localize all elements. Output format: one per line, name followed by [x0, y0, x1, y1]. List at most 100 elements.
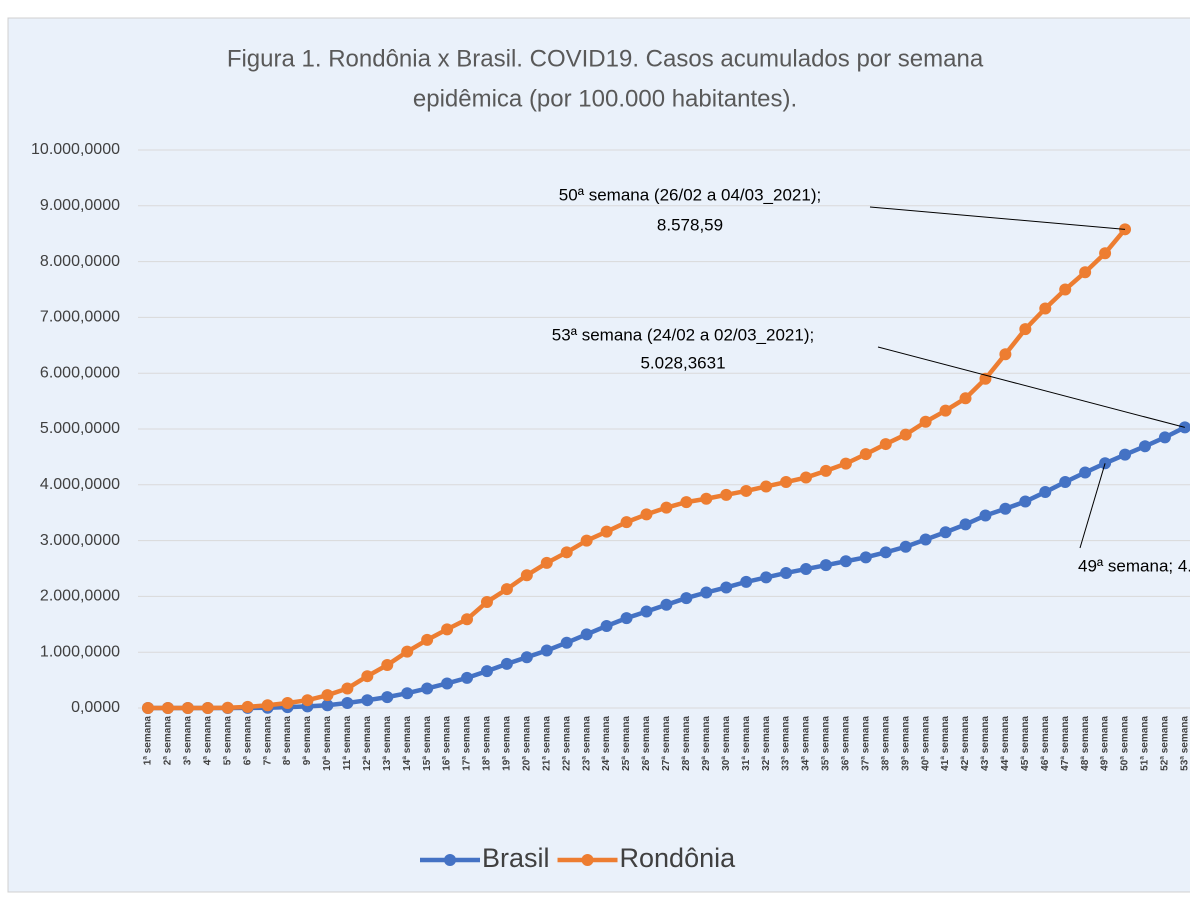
x-tick-label: 24ª semana	[601, 716, 612, 771]
point	[1039, 486, 1052, 499]
x-tick-label: 30ª semana	[721, 716, 732, 771]
point	[700, 492, 713, 505]
x-tick-label: 22ª semana	[561, 716, 572, 771]
y-tick-label: 4.000,0000	[40, 476, 120, 493]
point	[441, 677, 454, 690]
x-tick-label: 16ª semana	[442, 716, 453, 771]
point	[740, 484, 753, 497]
point	[1138, 440, 1151, 453]
point	[301, 694, 314, 707]
point	[999, 502, 1012, 515]
x-tick-label: 39ª semana	[900, 716, 911, 771]
point	[879, 546, 892, 559]
point	[1079, 266, 1092, 279]
y-tick-label: 1.000,0000	[40, 643, 120, 660]
x-tick-label: 38ª semana	[880, 716, 891, 771]
x-tick-label: 6ª semana	[242, 716, 253, 766]
point	[760, 480, 773, 493]
point	[720, 581, 733, 594]
point	[461, 671, 474, 684]
x-tick-label: 13ª semana	[382, 716, 393, 771]
x-tick-label: 4ª semana	[202, 716, 213, 766]
point	[859, 448, 872, 461]
legend-label: Rondônia	[620, 843, 737, 873]
point	[780, 566, 793, 579]
point	[680, 592, 693, 605]
x-tick-label: 23ª semana	[581, 716, 592, 771]
point	[401, 687, 414, 700]
x-tick-label: 21ª semana	[541, 716, 552, 771]
point	[879, 438, 892, 451]
point	[201, 702, 214, 714]
point	[1158, 431, 1171, 444]
point	[1099, 247, 1112, 260]
y-tick-label: 5.000,0000	[40, 420, 120, 437]
annotation-text: 53ª semana (24/02 a 02/03_2021);	[552, 325, 814, 344]
point	[620, 516, 633, 529]
chart-title: epidêmica (por 100.000 habitantes).	[413, 85, 797, 112]
x-tick-label: 32ª semana	[761, 716, 772, 771]
point	[1079, 466, 1092, 479]
annotation-leader	[877, 346, 1185, 428]
point	[341, 696, 354, 709]
point	[660, 501, 673, 514]
x-tick-label: 25ª semana	[621, 716, 632, 771]
x-tick-label: 45ª semana	[1020, 716, 1031, 771]
x-tick-label: 51ª semana	[1140, 716, 1151, 771]
y-tick-label: 10.000,0000	[31, 141, 120, 158]
point	[780, 476, 793, 489]
point	[580, 534, 593, 547]
point	[281, 696, 294, 709]
point	[241, 700, 254, 713]
x-tick-label: 7ª semana	[262, 716, 273, 766]
x-tick-label: 15ª semana	[422, 716, 433, 771]
point	[181, 702, 194, 714]
point	[540, 556, 553, 569]
point	[141, 702, 154, 714]
point	[480, 665, 493, 678]
point	[500, 657, 513, 670]
x-tick-label: 3ª semana	[182, 716, 193, 766]
point	[620, 612, 633, 625]
x-tick-label: 11ª semana	[342, 716, 353, 771]
x-tick-label: 37ª semana	[860, 716, 871, 771]
y-tick-label: 9.000,0000	[40, 197, 120, 214]
annotation-text: 8.578,59	[657, 215, 723, 234]
point	[361, 694, 374, 707]
point	[560, 636, 573, 649]
x-tick-label: 5ª semana	[222, 716, 233, 766]
point	[939, 526, 952, 539]
point	[421, 633, 434, 646]
point	[1059, 283, 1072, 296]
x-tick-label: 12ª semana	[362, 716, 373, 771]
point	[1059, 476, 1072, 489]
x-tick-label: 14ª semana	[402, 716, 413, 771]
point	[600, 619, 613, 632]
point	[899, 428, 912, 441]
x-tick-label: 26ª semana	[641, 716, 652, 771]
x-tick-label: 31ª semana	[741, 716, 752, 771]
annotation-text: 5.028,3631	[640, 353, 725, 372]
point	[959, 518, 972, 531]
x-tick-label: 48ª semana	[1080, 716, 1091, 771]
point	[700, 586, 713, 599]
x-tick-label: 1ª semana	[143, 716, 154, 766]
legend-marker	[444, 854, 456, 866]
x-tick-label: 36ª semana	[841, 716, 852, 771]
point	[500, 583, 513, 596]
point	[740, 575, 753, 588]
point	[919, 533, 932, 546]
point	[640, 508, 653, 521]
point	[540, 644, 553, 657]
x-tick-label: 34ª semana	[801, 716, 812, 771]
point	[261, 699, 274, 712]
point	[979, 372, 992, 385]
point	[480, 595, 493, 608]
point	[560, 546, 573, 559]
x-tick-label: 40ª semana	[920, 716, 931, 771]
point	[799, 563, 812, 576]
annotation-leader	[869, 206, 1126, 230]
point	[1119, 448, 1132, 461]
